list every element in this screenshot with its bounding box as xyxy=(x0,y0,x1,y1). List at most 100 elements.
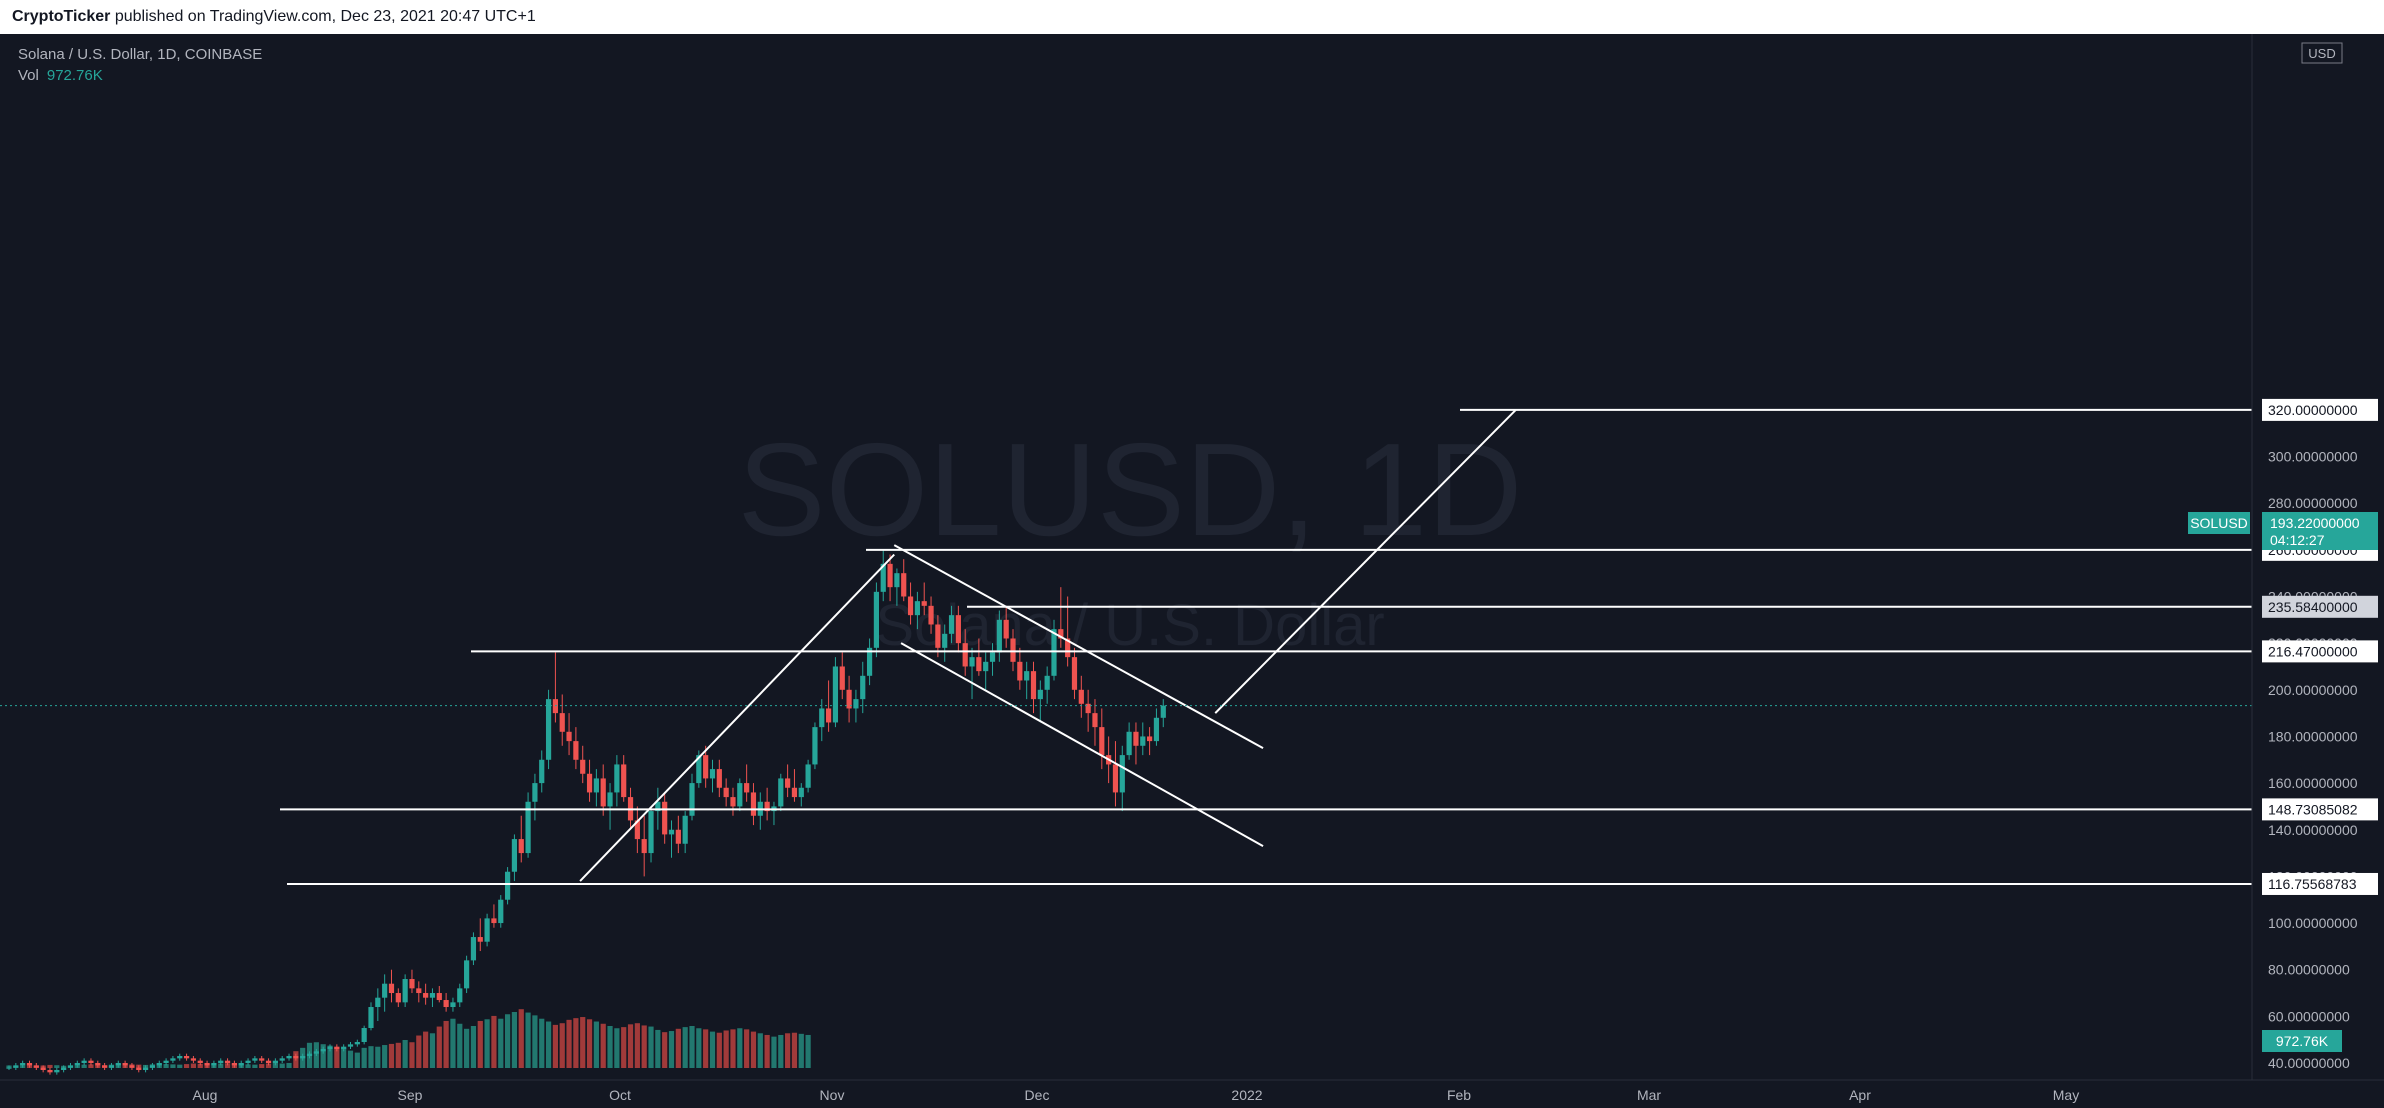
candle-body xyxy=(785,778,791,788)
candle-body xyxy=(750,792,757,816)
countdown-value: 04:12:27 xyxy=(2270,532,2325,548)
volume-label: Vol xyxy=(18,67,39,84)
volume-bar xyxy=(655,1029,661,1068)
candle-body xyxy=(143,1067,149,1070)
time-axis: Aug Sep Oct Nov Dec 2022 Feb Mar Apr May xyxy=(193,1087,2080,1103)
candle-body xyxy=(477,937,483,942)
candle-body xyxy=(436,993,442,1001)
candle-body xyxy=(826,708,832,723)
candle-body xyxy=(306,1053,313,1057)
candle-body xyxy=(265,1060,272,1063)
candle-body xyxy=(320,1049,326,1052)
candle-body xyxy=(996,619,1002,653)
chart-area[interactable]: SOLUSD, 1D Solana / U.S. Dollar USD 40.0… xyxy=(0,34,2384,1108)
candle-body xyxy=(40,1067,46,1070)
candle-body xyxy=(894,573,900,588)
volume-bar xyxy=(778,1034,784,1068)
candle-body xyxy=(764,801,770,812)
level-labels: 320.00000000260.00000000235.58400000216.… xyxy=(2262,398,2378,895)
volume-bar xyxy=(183,1064,190,1068)
candle-body xyxy=(457,988,463,1003)
volume-bar xyxy=(737,1028,743,1068)
volume-bar xyxy=(709,1031,716,1068)
candle-body xyxy=(1153,717,1160,742)
candle-body xyxy=(969,657,975,667)
candle-body xyxy=(211,1063,217,1066)
candle-body xyxy=(1133,731,1139,746)
candle-body xyxy=(67,1065,74,1068)
candle-body xyxy=(149,1065,156,1068)
candle-body xyxy=(723,787,729,798)
volume-bar xyxy=(409,1042,415,1068)
volume-bar xyxy=(457,1023,463,1068)
candle-body xyxy=(1119,755,1125,793)
volume-bar xyxy=(272,1062,278,1068)
candle-body xyxy=(648,811,654,854)
volume-bar xyxy=(265,1063,272,1068)
candle-body xyxy=(347,1044,354,1047)
candle-body xyxy=(423,993,429,998)
candle-body xyxy=(1092,713,1098,728)
volume-bar xyxy=(785,1033,791,1068)
candle-body xyxy=(443,1000,449,1008)
candle-body xyxy=(416,988,422,994)
level-label: 235.58400000 xyxy=(2268,599,2358,615)
candle-body xyxy=(286,1056,292,1059)
candle-body xyxy=(252,1058,258,1061)
volume-bar xyxy=(190,1063,197,1068)
volume-bar xyxy=(511,1012,518,1068)
volume-bar xyxy=(163,1064,169,1068)
candle-body xyxy=(983,661,989,672)
candle-body xyxy=(846,689,852,709)
volume-bar xyxy=(771,1036,777,1068)
time-axis-label: Apr xyxy=(1849,1087,1871,1103)
volume-bar xyxy=(791,1032,798,1068)
candle-body xyxy=(921,601,927,606)
level-label-bg xyxy=(2262,595,2378,618)
candle-body xyxy=(703,755,709,779)
candle-body xyxy=(300,1056,306,1059)
volume-bar xyxy=(682,1027,688,1068)
candle-body xyxy=(525,801,531,854)
volume-bar xyxy=(286,1062,292,1068)
candle-body xyxy=(880,563,886,592)
price-chart[interactable]: SOLUSD, 1D Solana / U.S. Dollar USD 40.0… xyxy=(0,34,2384,1108)
candle-body xyxy=(334,1046,340,1050)
candle-body xyxy=(409,979,415,989)
volume-bar xyxy=(382,1045,388,1068)
candle-body xyxy=(54,1069,60,1073)
candle-body xyxy=(798,787,804,798)
volume-bar xyxy=(368,1046,374,1068)
candle-body xyxy=(177,1056,183,1059)
volume-bar xyxy=(689,1026,695,1068)
volume-bar xyxy=(757,1033,763,1068)
candle-body xyxy=(122,1063,128,1066)
candle-body xyxy=(272,1060,278,1063)
volume-bar xyxy=(600,1023,606,1068)
candle-body xyxy=(641,839,647,854)
volume-bar xyxy=(224,1063,231,1068)
candle-body xyxy=(532,783,538,802)
volume-bar xyxy=(586,1019,593,1068)
volume-bar xyxy=(450,1018,456,1068)
candle-body xyxy=(696,755,702,784)
legend-volume: Vol 972.76K xyxy=(18,67,103,84)
candle-body xyxy=(539,759,545,784)
volume-bar xyxy=(388,1043,395,1068)
time-axis-label: May xyxy=(2053,1087,2079,1103)
volume-bar xyxy=(696,1028,702,1068)
candle-body xyxy=(1126,731,1132,756)
candle-body xyxy=(901,573,907,597)
candle-body xyxy=(231,1063,237,1066)
candle-body xyxy=(778,778,784,807)
candle-body xyxy=(20,1063,26,1066)
level-label: 116.75568783 xyxy=(2268,876,2357,892)
level-label-bg xyxy=(2262,640,2378,663)
volume-bar xyxy=(498,1018,504,1068)
currency-box[interactable] xyxy=(2301,42,2343,64)
price-axis[interactable]: USD xyxy=(0,34,2384,1081)
volume-badge: 972.76K xyxy=(2276,1033,2329,1049)
volume-bar xyxy=(532,1015,538,1068)
candle-body xyxy=(948,615,955,634)
volume-bar xyxy=(88,1064,94,1068)
